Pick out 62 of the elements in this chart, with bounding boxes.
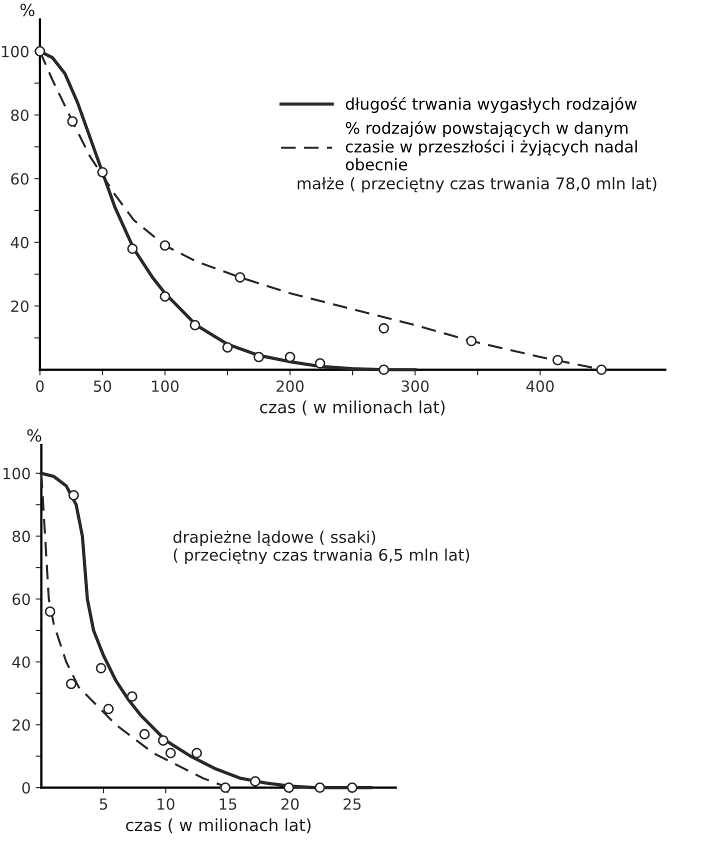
y-tick-label: 100 <box>2 46 28 58</box>
point <box>126 691 138 702</box>
point <box>220 782 231 793</box>
y-tick-label: 20 <box>12 719 30 731</box>
point <box>378 323 390 334</box>
annotation: drapieżne lądowe ( ssaki) ( przeciętny czas trwania 6,5 mln lat) <box>173 530 470 564</box>
y-axis-title: % <box>20 4 34 16</box>
y-tick-label: 0 <box>22 782 30 794</box>
y-tick-label: 80 <box>11 109 28 121</box>
point <box>44 606 56 617</box>
point <box>314 358 326 369</box>
point <box>158 735 168 746</box>
x-tick-label: 300 <box>402 380 429 392</box>
y-tick-label: 40 <box>12 656 30 668</box>
x-tick-label: 5 <box>100 798 108 810</box>
y-tick-label: 60 <box>12 593 30 606</box>
point <box>192 748 202 758</box>
x-tick-label: 200 <box>276 380 304 392</box>
y-tick-label: 40 <box>10 236 28 248</box>
x-tick-label: 400 <box>526 380 554 392</box>
point <box>165 748 176 758</box>
x-tick-label: 100 <box>152 380 179 392</box>
point <box>596 364 607 375</box>
y-tick-label: 60 <box>11 173 28 185</box>
y-axis-title: % <box>27 429 42 442</box>
point <box>552 354 563 366</box>
point <box>466 336 477 346</box>
point <box>314 782 326 793</box>
point <box>160 240 170 251</box>
point <box>160 291 170 302</box>
x-tick-label: 0 <box>36 380 44 392</box>
point <box>127 243 138 254</box>
x-tick-label: 10 <box>158 798 174 810</box>
point <box>67 116 78 127</box>
y-tick-label: 20 <box>11 300 28 312</box>
point <box>96 662 106 674</box>
x-axis-title: czas ( w milionach lat) <box>126 818 311 834</box>
legend-label: długość trwania wygasłych rodzajów <box>346 96 637 113</box>
point <box>346 782 358 793</box>
x-tick-label: 50 <box>94 380 112 392</box>
y-tick-label: 100 <box>3 468 30 480</box>
point <box>103 704 114 714</box>
point <box>284 782 294 793</box>
point <box>250 776 260 787</box>
point <box>222 342 233 353</box>
point <box>139 728 150 740</box>
point <box>234 272 246 283</box>
x-tick-label: 25 <box>344 798 361 810</box>
point <box>284 352 296 362</box>
point <box>97 167 108 178</box>
legend-label: % rodzajów powstających w danym czasie w przeszłości i żyjących nadal obecnie <box>346 120 637 170</box>
point <box>254 352 264 362</box>
point <box>378 364 390 375</box>
x-axis-title: czas ( w milionach lat) <box>260 400 445 416</box>
x-tick-label: 15 <box>220 798 236 810</box>
y-tick-label: 80 <box>12 530 30 542</box>
x-tick-label: 20 <box>281 798 299 810</box>
point <box>34 46 46 57</box>
point <box>66 678 76 690</box>
point <box>190 320 200 330</box>
point <box>68 490 79 501</box>
annotation: małże ( przeciętny czas trwania 78,0 mln lat) <box>298 177 656 193</box>
